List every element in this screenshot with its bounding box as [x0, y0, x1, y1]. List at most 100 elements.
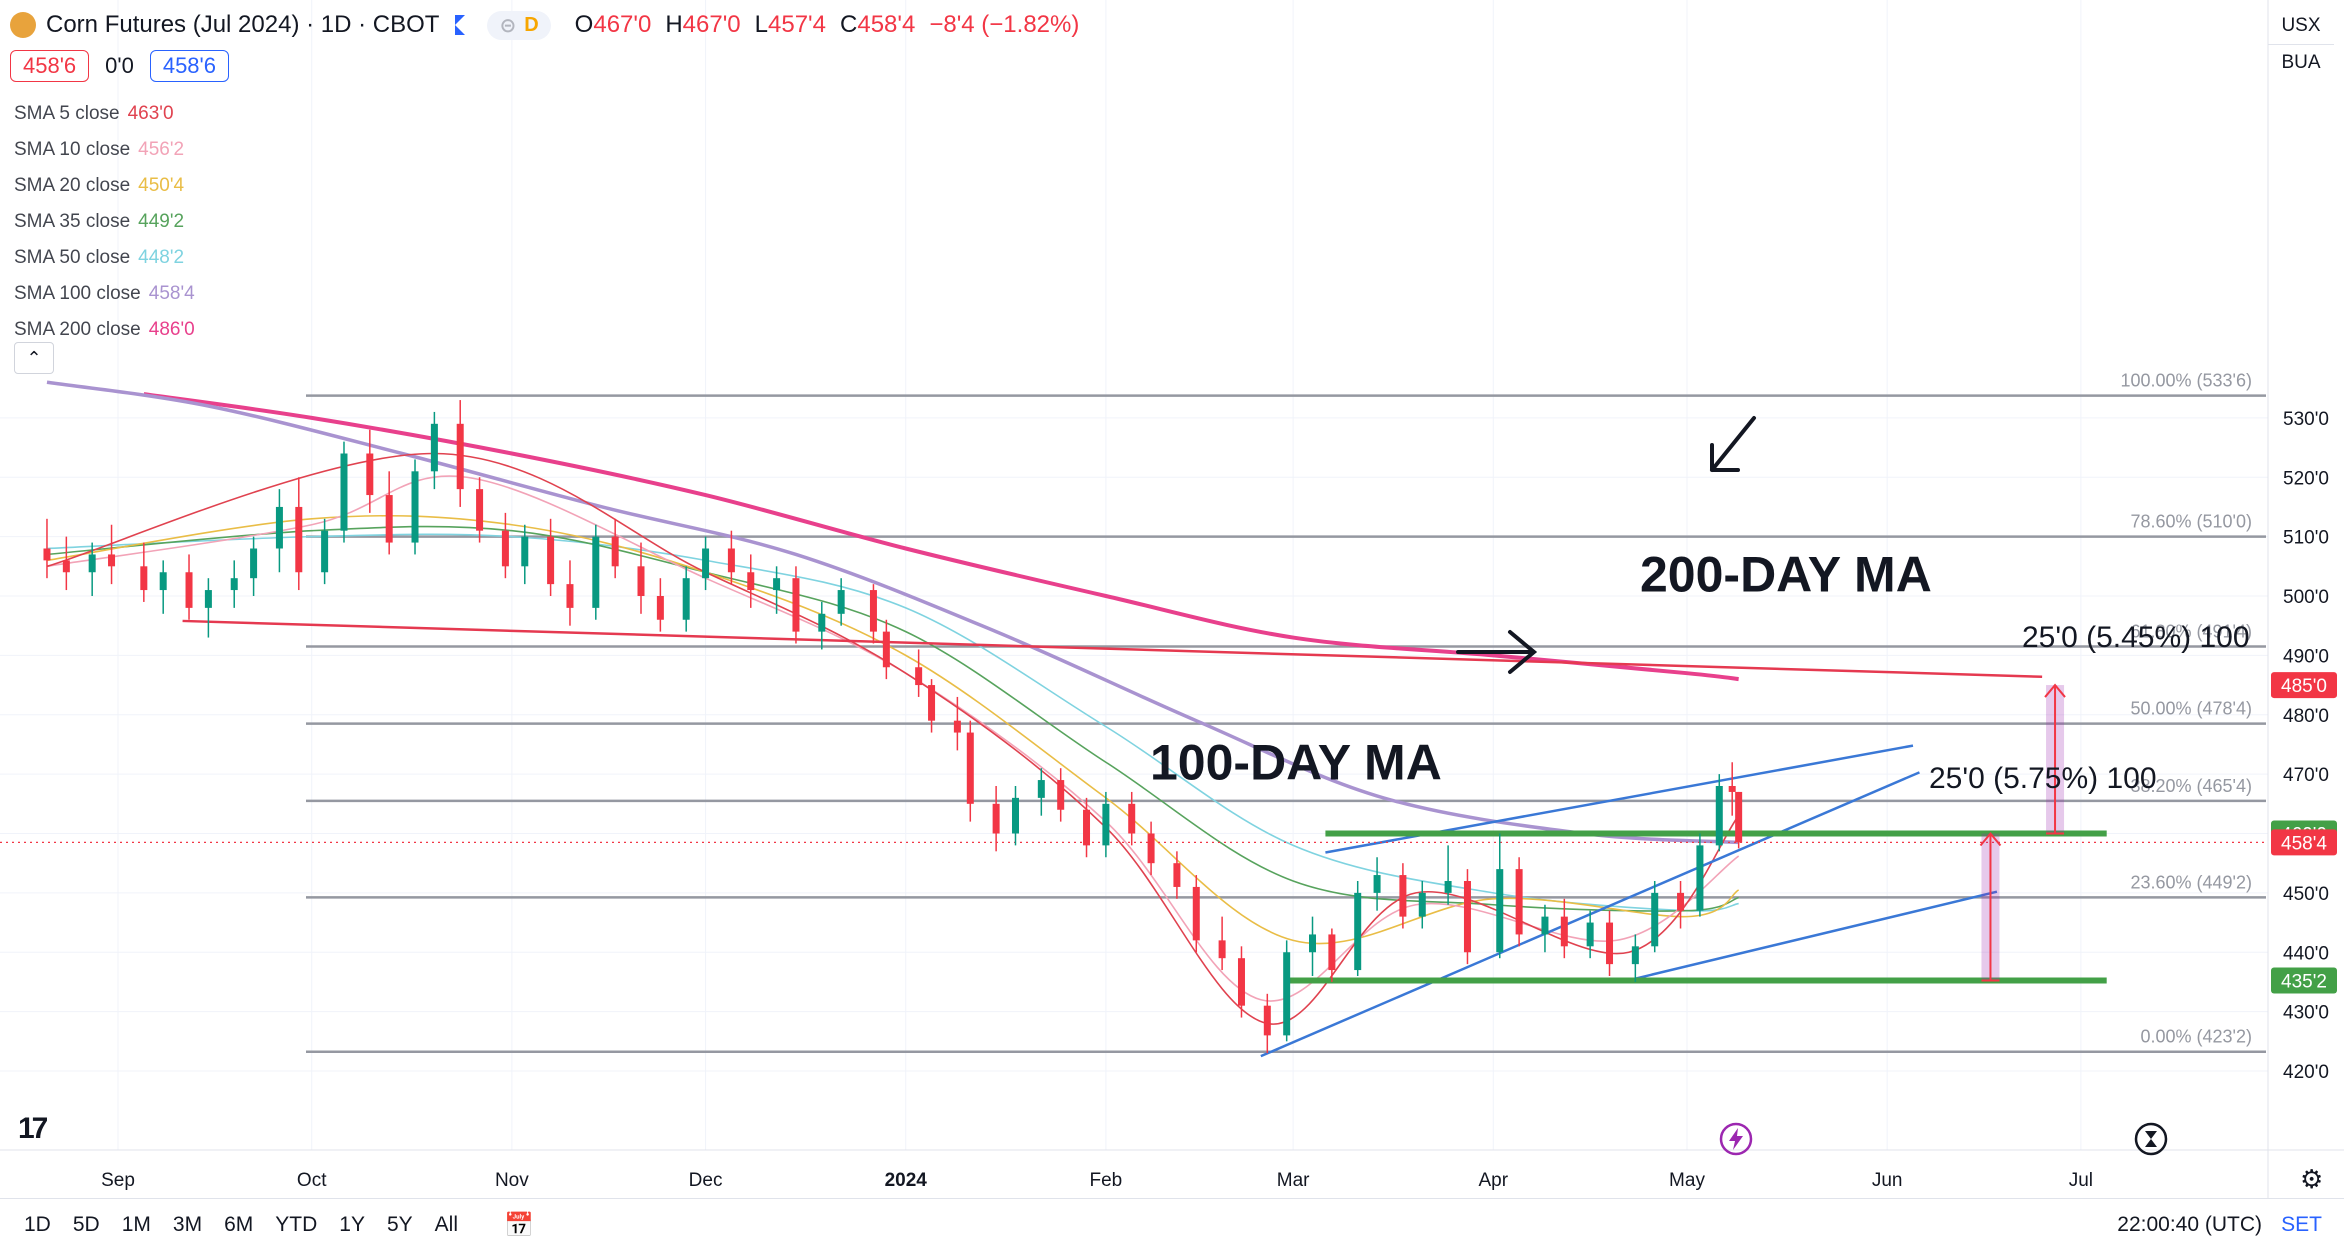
measure-tools: 25'0 (5.45%) 100 25'0 (5.75%) 100 — [1929, 621, 2250, 982]
price-badge-text: 435'2 — [2281, 971, 2327, 992]
gear-icon[interactable]: ⚙ — [2300, 1164, 2324, 1194]
unit-select[interactable]: BUA — [2281, 52, 2321, 73]
x-tick-label: Mar — [1277, 1170, 1310, 1191]
candle-body — [656, 596, 664, 620]
price-scale-badge: 458'4 — [2271, 829, 2337, 856]
candle — [159, 560, 167, 614]
candle-body — [682, 578, 690, 620]
timeframe-1m[interactable]: 1M — [121, 1213, 151, 1236]
candle — [928, 679, 936, 733]
timeframe-1y[interactable]: 1Y — [339, 1213, 365, 1236]
annotation-100-day-ma: 100-DAY MA — [1150, 734, 1442, 790]
candle — [547, 518, 555, 596]
y-tick-label: 440'0 — [2283, 943, 2329, 964]
candle-body — [275, 506, 283, 549]
legend-row-sma35[interactable]: SMA 35 close 449'2 — [14, 211, 185, 232]
price-badge-bg — [2271, 672, 2337, 699]
currency-select[interactable]: USX — [2268, 8, 2334, 45]
candle — [1515, 857, 1523, 947]
candle — [1309, 916, 1317, 976]
price-badge-bg — [2271, 967, 2337, 994]
candle-body — [1444, 881, 1452, 893]
chevron-up-icon: ⌃ — [26, 347, 42, 368]
legend-row-sma5[interactable]: SMA 5 close 463'0 — [14, 103, 174, 124]
market-status-pill[interactable]: ⊝ D — [487, 10, 551, 40]
sma-line-sma20 — [46, 514, 1740, 945]
candle-body — [773, 578, 781, 591]
candle — [747, 554, 755, 608]
sell-button[interactable]: 458'6 — [10, 50, 90, 82]
measure-upper-label: 25'0 (5.45%) 100 — [2022, 621, 2250, 654]
candle-body — [1083, 809, 1091, 846]
candle — [1354, 881, 1362, 976]
x-tick-label: Nov — [495, 1170, 529, 1191]
candle-body — [928, 685, 936, 721]
legend-row-sma50[interactable]: SMA 50 close 448'2 — [14, 247, 185, 268]
price-chart[interactable]: 100.00% (533'6) 78.60% (510'0) 61.80% (491… — [0, 0, 2344, 1198]
candle-body — [882, 631, 890, 668]
legend-row-sma100[interactable]: SMA 100 close 458'4 — [14, 283, 195, 304]
candle — [43, 518, 51, 579]
timeframe-all[interactable]: All — [434, 1213, 458, 1236]
candle — [1373, 857, 1381, 911]
candle-body — [747, 572, 755, 591]
clock[interactable]: 22:00:40 (UTC) — [2117, 1213, 2262, 1236]
legend-collapse-button[interactable]: ⌃ — [14, 342, 54, 374]
timeframe-1d[interactable]: 1D — [24, 1213, 51, 1236]
candle — [250, 536, 258, 596]
candle-body — [992, 803, 1000, 834]
candle — [230, 560, 238, 608]
candle — [1237, 946, 1245, 1018]
lightning-icon[interactable] — [1718, 1121, 1754, 1157]
candle — [1399, 863, 1407, 929]
timeframe-3m[interactable]: 3M — [172, 1213, 203, 1236]
y-tick-label: 530'0 — [2283, 409, 2329, 430]
candle — [456, 400, 464, 507]
candle — [1735, 791, 1743, 849]
candle — [637, 542, 645, 614]
calendar-icon[interactable]: 📅 — [504, 1211, 534, 1239]
timeframe-6m[interactable]: 6M — [224, 1213, 254, 1236]
x-tick-label: 2024 — [885, 1170, 928, 1191]
x-tick-label: Oct — [297, 1170, 327, 1191]
candle — [62, 536, 70, 591]
candle — [1606, 910, 1614, 976]
candle-body — [1011, 797, 1019, 834]
price-badge-bg — [2271, 829, 2337, 856]
price-scale-badge: 485'0 — [2271, 672, 2337, 699]
candle-body — [1037, 780, 1045, 798]
corn-symbol-icon — [10, 12, 36, 38]
replay-icon[interactable] — [2133, 1121, 2169, 1157]
candle-body — [501, 530, 509, 567]
candle — [1283, 940, 1291, 1042]
y-tick-label: 520'0 — [2283, 468, 2329, 489]
legend-row-sma200[interactable]: SMA 200 close 486'0 — [14, 319, 195, 340]
candle-body — [1586, 922, 1594, 947]
chart-title[interactable]: Corn Futures (Jul 2024) · 1D · CBOT — [46, 11, 440, 38]
legend-row-sma20[interactable]: SMA 20 close 450'4 — [14, 175, 185, 196]
tradingview-logo-icon[interactable]: 17 — [18, 1112, 48, 1145]
candle-body — [1057, 780, 1065, 810]
session-button[interactable]: SET — [2281, 1213, 2322, 1236]
candle-body — [250, 548, 258, 579]
candle-body — [456, 423, 464, 490]
timeframe-ytd[interactable]: YTD — [275, 1213, 318, 1236]
sma-line-sma5 — [46, 452, 1740, 1025]
candle-body — [1328, 934, 1336, 971]
x-tick-label: Feb — [1090, 1170, 1123, 1191]
timeframe-5d[interactable]: 5D — [72, 1213, 100, 1236]
timeframe-5y[interactable]: 5Y — [386, 1213, 413, 1236]
candle-body — [611, 536, 619, 567]
buy-button[interactable]: 458'6 — [149, 50, 229, 82]
flag-icon[interactable] — [455, 15, 466, 35]
grid — [0, 0, 2268, 1150]
fib-label: 100.00% (533'6) — [2120, 371, 2252, 391]
candle-body — [1418, 892, 1426, 917]
legend-row-sma10[interactable]: SMA 10 close 456'2 — [14, 139, 185, 160]
candle — [1496, 833, 1504, 959]
candle-body — [953, 720, 961, 733]
candle — [953, 696, 961, 751]
fib-label: 61.80% (491'4) — [2130, 621, 2252, 641]
candle — [1147, 821, 1155, 876]
candle-body — [1631, 946, 1639, 965]
